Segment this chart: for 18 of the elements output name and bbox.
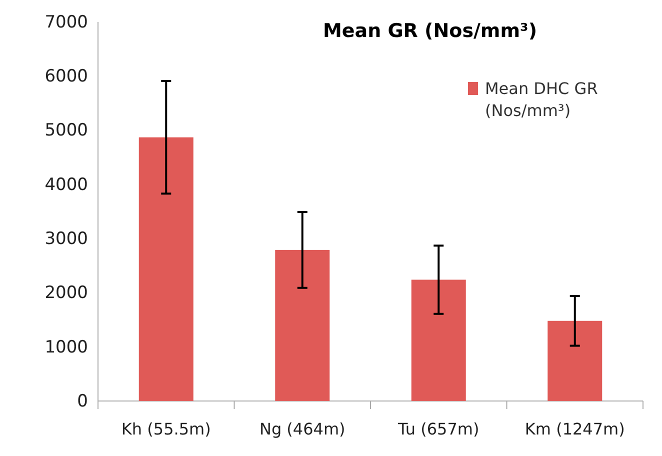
- y-tick-label: 4000: [44, 174, 88, 195]
- legend-label: Mean DHC GR (Nos/mm³): [485, 79, 598, 120]
- x-tick-label: Km (1247m): [524, 419, 625, 438]
- chart-title: Mean GR (Nos/mm³): [322, 20, 538, 42]
- y-tick-label: 5000: [44, 120, 88, 141]
- y-tick-label: 6000: [44, 66, 88, 87]
- x-tick-label: Kh (55.5m): [121, 419, 211, 438]
- bar: [548, 320, 602, 401]
- x-tick-label: Ng (464m): [259, 419, 346, 438]
- bar: [138, 137, 194, 401]
- y-tick-label: 7000: [44, 12, 88, 32]
- y-tick-label: 1000: [44, 337, 88, 358]
- y-tick-label: 2000: [44, 283, 88, 304]
- x-tick-label: Tu (657m): [397, 419, 480, 438]
- bar: [275, 250, 330, 401]
- bar: [411, 280, 466, 401]
- y-tick-label: 3000: [44, 229, 88, 250]
- y-tick-label: 0: [77, 391, 88, 412]
